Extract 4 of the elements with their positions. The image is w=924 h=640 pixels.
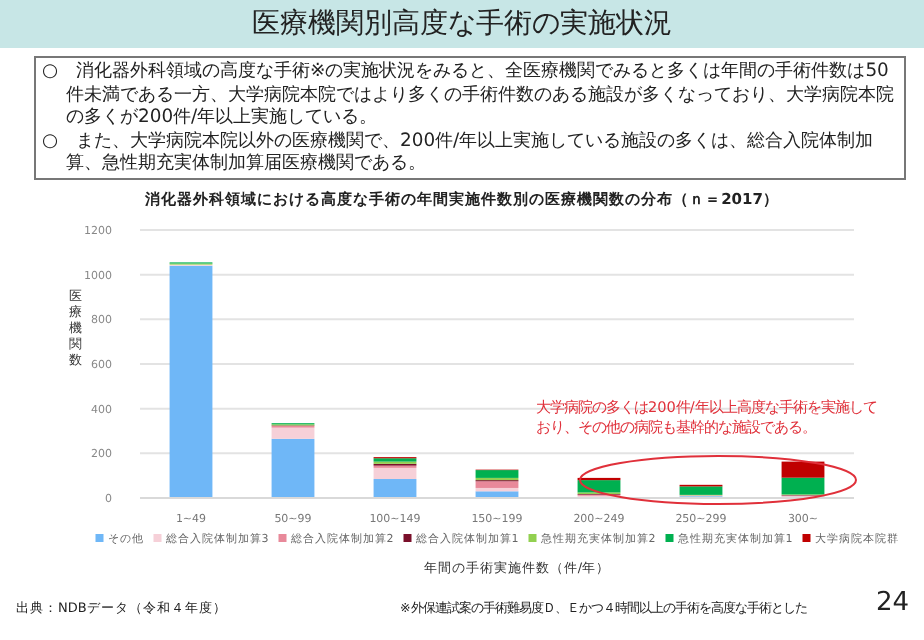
text: ○ 消化器外科領域の高度な手術※の実施状況をみると、全医療機関でみると多くは年間の手術件数は50件未満である一方、大学病院本院ではより多くの手術件数のある施設が多くなっており、大学病院本院の多くが200件/年以上実施している。 xyxy=(42,60,896,129)
text: 24 xyxy=(876,588,910,618)
chart-title: 医療機関別高度な手術の実施状況 xyxy=(0,6,924,42)
text: ○ また、大学病院本院以外の医療機関で、200件/年以上実施している施設の多くは、総合入院体制加算、急性期充実体制加算届医療機関である。 xyxy=(42,129,876,175)
